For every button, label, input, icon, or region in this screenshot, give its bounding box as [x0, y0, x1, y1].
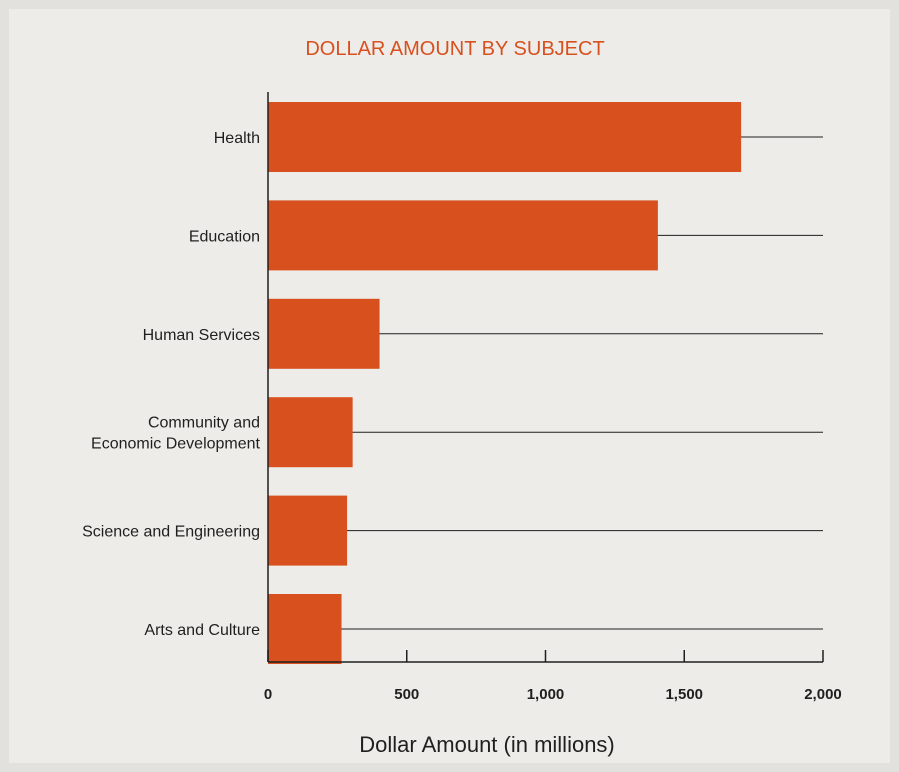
- bar: [268, 102, 742, 172]
- bar: [268, 495, 348, 566]
- category-label: Education: [189, 228, 260, 245]
- x-tick-labels: 0 500 1,000 1,500 2,000: [264, 686, 842, 703]
- x-tick-label: 2,000: [804, 686, 842, 703]
- category-label: Community and Economic Development: [91, 415, 261, 453]
- category-labels: Health Education Human Services Community a…: [82, 130, 260, 639]
- category-label: Science and Engineering: [82, 524, 260, 541]
- bar: [268, 298, 380, 369]
- category-label: Arts and Culture: [144, 622, 260, 639]
- x-axis-title: Dollar Amount (in millions): [359, 732, 615, 757]
- x-tick-label: 500: [394, 686, 419, 703]
- axes: [267, 92, 824, 663]
- x-tick-label: 0: [264, 686, 272, 703]
- bar: [268, 594, 342, 664]
- bar: [268, 397, 353, 468]
- chart-title: DOLLAR AMOUNT BY SUBJECT: [305, 38, 604, 60]
- category-label: Health: [214, 130, 260, 147]
- x-tick-label: 1,000: [527, 686, 565, 703]
- category-label: Human Services: [143, 327, 260, 344]
- bars: [268, 102, 742, 664]
- x-tick-label: 1,500: [665, 686, 703, 703]
- bar: [268, 200, 658, 271]
